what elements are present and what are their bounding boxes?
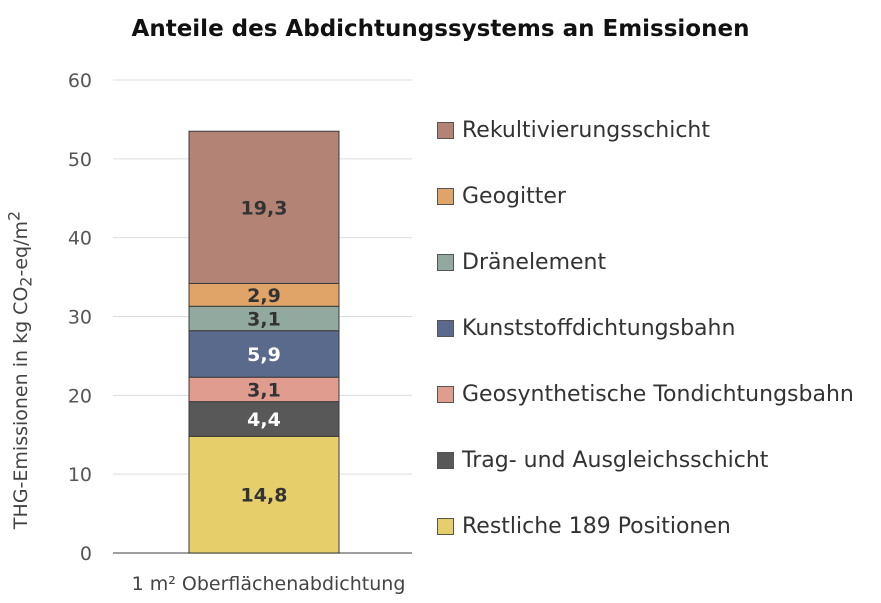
chart-title: Anteile des Abdichtungssystems an Emissi… [131, 16, 750, 42]
legend-item: Kunststoffdichtungsbahn [437, 316, 735, 341]
legend-item: Trag- und Ausgleichsschicht [437, 448, 768, 473]
legend-swatch [437, 386, 454, 403]
bar-segment [188, 330, 340, 378]
legend-label: Dränelement [462, 250, 607, 275]
x-category-label: 1 m² Oberflächenabdichtung [132, 573, 406, 595]
y-axis-label: THG-Emissionen in kg CO2-eq/m2 [4, 211, 35, 529]
legend-swatch [437, 122, 454, 139]
data-label: 5,9 [247, 344, 281, 366]
legend-item: Rekultivierungsschicht [437, 118, 710, 143]
y-tick-label: 10 [68, 464, 92, 486]
legend-item: Geosynthetische Tondichtungsbahn [437, 382, 854, 407]
bar-segment [188, 401, 340, 437]
legend-label: Kunststoffdichtungsbahn [462, 316, 736, 341]
legend-label: Rekultivierungsschicht [462, 118, 710, 143]
y-axis-label-subscript: 2 [16, 276, 36, 287]
data-label: 19,3 [241, 197, 288, 219]
legend-swatch [437, 518, 454, 535]
y-axis-label-suffix: -eq/m [9, 221, 32, 277]
y-tick-label: 40 [68, 228, 92, 250]
y-tick-label: 0 [80, 543, 92, 565]
y-tick-label: 20 [68, 385, 92, 407]
legend-item: Geogitter [437, 184, 566, 209]
legend-swatch [437, 320, 454, 337]
y-tick-label: 30 [68, 307, 92, 329]
data-label: 4,4 [247, 409, 281, 431]
legend-swatch [437, 254, 454, 271]
data-label: 3,1 [247, 379, 281, 401]
bar-segment [188, 130, 340, 284]
legend-item: Restliche 189 Positionen [437, 514, 731, 539]
legend-swatch [437, 452, 454, 469]
legend-label: Trag- und Ausgleichsschicht [462, 448, 769, 473]
y-tick-label: 50 [68, 149, 92, 171]
data-label: 3,1 [247, 308, 281, 330]
legend-label: Geogitter [462, 184, 566, 209]
legend-swatch [437, 188, 454, 205]
legend-label: Geosynthetische Tondichtungsbahn [462, 382, 854, 407]
data-label: 2,9 [247, 285, 281, 307]
y-tick-label: 60 [68, 70, 92, 92]
legend-label: Restliche 189 Positionen [462, 514, 731, 539]
legend-item: Dränelement [437, 250, 606, 275]
data-label: 14,8 [241, 485, 288, 507]
y-axis-label-prefix: THG-Emissionen in kg CO [9, 286, 32, 530]
y-axis-label-superscript: 2 [4, 210, 24, 222]
bar-segment [188, 376, 340, 403]
bar-segment [188, 305, 340, 332]
